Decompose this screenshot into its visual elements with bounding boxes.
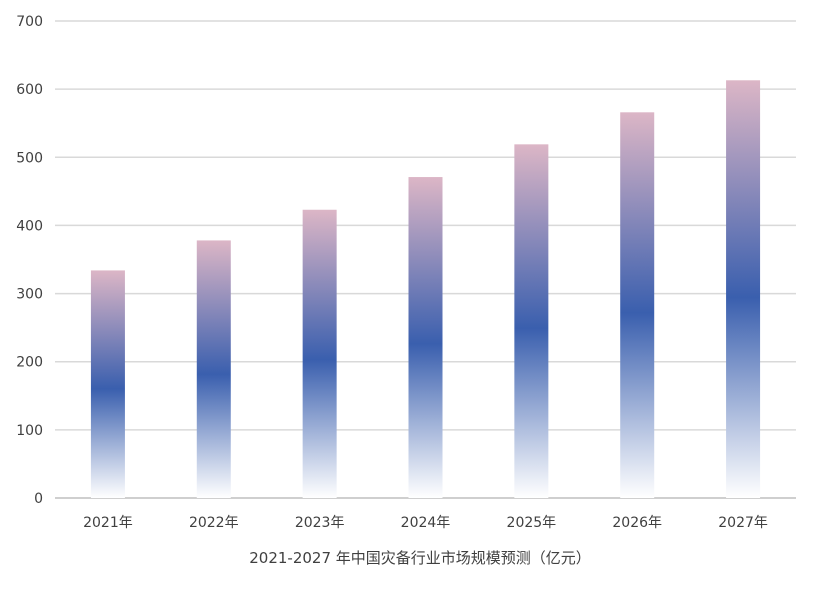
x-axis-ticks: 2021年 2022年 2023年 2024年 2025年 2026年 2027年	[83, 515, 768, 531]
y-tick-label: 400	[16, 218, 43, 234]
bars	[90, 80, 761, 499]
y-tick-label: 200	[16, 355, 43, 371]
y-axis-ticks: 0 100 200 300 400 500 600 700	[16, 14, 43, 507]
x-tick-label: 2021年	[83, 515, 133, 531]
x-tick-label: 2027年	[718, 515, 768, 531]
y-tick-label: 0	[34, 491, 43, 507]
x-tick-label: 2023年	[295, 515, 345, 531]
bar-2027年	[726, 80, 761, 498]
bar-2026年	[620, 112, 655, 498]
y-tick-label: 300	[16, 287, 43, 303]
bar-2022年	[196, 240, 231, 499]
x-tick-label: 2026年	[612, 515, 662, 531]
bar-2023年	[302, 209, 337, 498]
x-axis-label: 2021-2027 年中国灾备行业市场规模预测（亿元）	[249, 549, 591, 567]
y-tick-label: 100	[16, 423, 43, 439]
x-tick-label: 2022年	[189, 515, 239, 531]
y-tick-label: 500	[16, 150, 43, 166]
bar-2024年	[408, 177, 443, 498]
y-tick-label: 700	[16, 14, 43, 30]
bar-2021年	[90, 270, 125, 498]
x-tick-label: 2025年	[507, 515, 557, 531]
bar-2025年	[514, 144, 549, 499]
x-tick-label: 2024年	[401, 515, 451, 531]
y-tick-label: 600	[16, 82, 43, 98]
